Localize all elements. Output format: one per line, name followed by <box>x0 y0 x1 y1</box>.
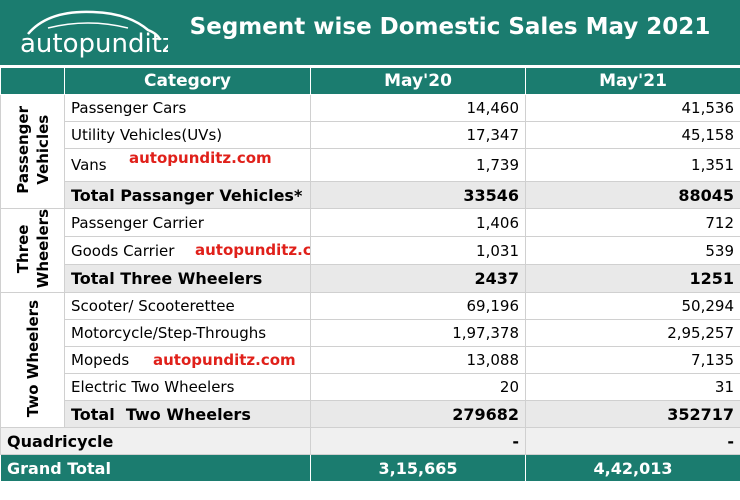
col-header: Category <box>64 67 311 95</box>
total-row: Total Two Wheelers 279682 352717 <box>1 400 740 429</box>
value: 14,460 <box>310 94 526 122</box>
group-cell: Three Wheelers <box>0 207 65 294</box>
row: Vans autopunditz.com 1,739 1,351 <box>1 148 740 182</box>
category: Passenger Cars <box>64 94 311 122</box>
row: Three Wheelers Passenger Carrier 1,406 71… <box>0 207 740 294</box>
grand-total-value: 3,15,665 <box>310 454 526 483</box>
value: 1,739 <box>310 148 526 182</box>
header-row: Category May'20 May'21 <box>0 67 740 95</box>
category-cell: Mopeds autopunditz.com <box>64 346 311 375</box>
category: Scooter/ Scooterettee <box>64 292 311 321</box>
grand-total-row: Grand Total 3,15,665 4,42,013 <box>0 454 740 483</box>
group-label-line: Vehicles <box>33 114 52 185</box>
total-label: Total Three Wheelers <box>64 264 311 294</box>
value: 50,294 <box>525 292 740 321</box>
group-label: Passenger Vehicles <box>13 106 53 194</box>
category: Motorcycle/Step-Throughs <box>64 319 311 348</box>
group-cell: Passenger Vehicles <box>0 94 65 209</box>
header-band: autopunditz Segment wise Domestic Sales … <box>0 0 740 65</box>
category: Goods Carrier <box>71 241 175 260</box>
value: 1,031 <box>310 236 526 266</box>
category: Electric Two Wheelers <box>64 373 311 402</box>
row: Electric Two Wheelers 20 31 <box>1 373 740 402</box>
value: 539 <box>525 236 740 266</box>
quadricycle-label: Quadricycle <box>0 427 311 456</box>
value: 1,97,378 <box>310 319 526 348</box>
value: - <box>525 427 740 456</box>
logo-text: autopunditz <box>20 29 168 59</box>
row: Motorcycle/Step-Throughs 1,97,378 2,95,2… <box>1 319 740 348</box>
row: Mopeds autopunditz.com 13,088 7,135 <box>1 346 740 375</box>
title: Segment wise Domestic Sales May 2021 <box>189 14 711 40</box>
total-row: Total Passanger Vehicles* 33546 88045 <box>1 181 740 209</box>
corner <box>0 67 65 95</box>
value: 2,95,257 <box>525 319 740 348</box>
value: 7,135 <box>525 346 740 375</box>
category: Vans <box>71 156 107 174</box>
value: 17,347 <box>310 121 526 149</box>
grand-total-label: Grand Total <box>0 454 311 483</box>
total-row: Total Three Wheelers 2437 1251 <box>1 264 740 294</box>
category-cell: Vans autopunditz.com <box>64 148 311 182</box>
total-label: Total Passanger Vehicles* <box>64 181 311 209</box>
category: Passenger Carrier <box>64 207 311 238</box>
row: Utility Vehicles(UVs) 17,347 45,158 <box>1 121 740 149</box>
group-label-line: Wheelers <box>33 209 52 289</box>
row: Passenger Vehicles Passenger Cars 14,460 … <box>0 94 740 209</box>
group-label-line: Three <box>13 224 32 273</box>
watermark: autopunditz.com <box>153 351 296 370</box>
group-label: Two Wheelers <box>23 300 43 417</box>
category: Mopeds <box>71 351 130 370</box>
total-value: 33546 <box>310 181 526 209</box>
grand-total-value: 4,42,013 <box>525 454 740 483</box>
quadricycle-row: Quadricycle - - <box>0 427 740 456</box>
row: Two Wheelers Scooter/ Scooterettee 69,19… <box>0 292 740 429</box>
category: Utility Vehicles(UVs) <box>64 121 311 149</box>
category-cell: Goods Carrier autopunditz.com <box>64 236 311 266</box>
value: 20 <box>310 373 526 402</box>
logo-graphic: autopunditz <box>20 10 176 59</box>
row: Goods Carrier autopunditz.com 1,031 539 <box>1 236 740 266</box>
group-label: Three Wheelers <box>13 209 53 289</box>
value: 712 <box>525 207 740 238</box>
total-value: 1251 <box>525 264 740 294</box>
value: - <box>310 427 526 456</box>
sales-table: Category May'20 May'21 Passenger Vehicles… <box>0 67 740 483</box>
total-value: 2437 <box>310 264 526 294</box>
value: 41,536 <box>525 94 740 122</box>
group-label-line: Two Wheelers <box>23 299 42 417</box>
watermark: autopunditz.com <box>195 241 311 260</box>
watermark: autopunditz.com <box>129 149 272 168</box>
total-value: 352717 <box>525 400 740 429</box>
value: 45,158 <box>525 121 740 149</box>
total-value: 279682 <box>310 400 526 429</box>
group-cell: Two Wheelers <box>0 292 65 429</box>
group-label-line: Passenger <box>13 105 32 194</box>
total-label: Total Two Wheelers <box>64 400 311 429</box>
logo: autopunditz <box>8 4 176 64</box>
col-header: May'21 <box>525 67 740 95</box>
value: 69,196 <box>310 292 526 321</box>
col-header: May'20 <box>310 67 526 95</box>
value: 13,088 <box>310 346 526 375</box>
value: 1,406 <box>310 207 526 238</box>
value: 1,351 <box>525 148 740 182</box>
value: 31 <box>525 373 740 402</box>
total-value: 88045 <box>525 181 740 209</box>
